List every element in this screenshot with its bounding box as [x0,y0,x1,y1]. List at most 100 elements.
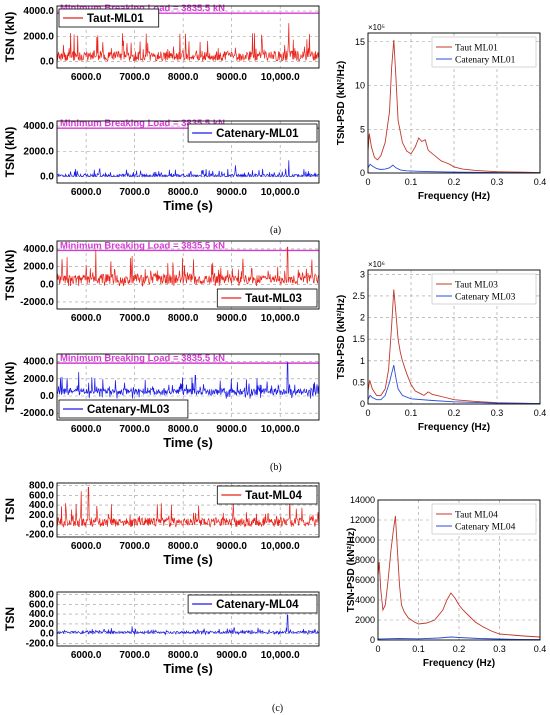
legend-label: Taut-ML03 [245,293,302,305]
x-tick-label: 6000.0 [71,313,102,324]
y-axis-label: TSN (kN) [3,127,17,178]
y-tick-label: 0.0 [40,520,54,531]
a-taut-ts-panel: Minimum Breaking Load = 3835.5 kN0.02000… [3,3,320,83]
c-psd-panel: 0 2000 4000 6000 8000 10000 12000 14000 0 0.1 0.2 0… [346,495,546,669]
x-tick-label: 10,000.0 [261,424,300,435]
x-axis-label: Frequency (Hz) [418,191,490,202]
y-tick-label: 12000 [350,515,375,525]
y-axis-label: TSN-PSD (kN²/Hz) [336,295,347,379]
x-axis-label: Time (s) [163,661,213,676]
y-axis-label: TSN (kN) [3,12,17,63]
plot-frame [56,240,320,310]
legend: Catenary-ML03 [58,399,189,419]
legend-label: Taut-ML04 [245,490,302,502]
y-tick-label: 2000.0 [23,146,54,157]
x-axis-label: Time (s) [163,435,213,450]
y-tick-label: -2000.0 [20,408,54,419]
legend-box [216,288,318,308]
y-tick-label: 4000.0 [23,121,54,132]
x-tick-label: 0 [365,177,370,187]
plot-frame [367,32,541,174]
x-tick-label: 7000.0 [119,424,150,435]
legend: Taut-ML03 [216,288,318,308]
y-tick-label: -200.0 [26,639,55,650]
x-axis-label: Frequency (Hz) [418,422,490,433]
legend-label: Taut ML04 [455,511,498,521]
a-catenary-ts-panel: Minimum Breaking Load = 3835.5 kN 0.0 2000… [3,118,320,213]
y-tick-label: 0.5 [352,377,365,387]
x-tick-label: 7000.0 [119,541,150,552]
x-tick-label: 0.2 [448,408,461,418]
b-catenary-ts-panel: Minimum Breaking Load = 3835.5 kN -2000.0… [3,353,320,450]
x-tick-label: 8000.0 [168,313,199,324]
x-tick-label: 9000.0 [216,650,247,661]
y-tick-label: 2000 [355,615,375,625]
y-tick-label: 2 [360,313,365,323]
y-exponent-label: ×10⁶ [368,260,385,269]
x-tick-label: 7000.0 [119,187,150,198]
y-tick-label: 400.0 [29,500,54,511]
x-tick-label: 0.2 [448,177,461,187]
mbl-label: Minimum Breaking Load = 3835.5 kN [60,240,225,251]
y-tick-label: 1.5 [352,334,365,344]
y-tick-label: 0.0 [40,172,54,183]
a-psd-panel: 0 5 10 15 0 0.1 0.2 0.3 0.4 TSN-PSD (kN²/Hz) Frequ… [336,23,546,202]
x-tick-label: 7000.0 [119,72,150,83]
legend-label: Catenary ML04 [455,523,516,533]
y-tick-label: 0.0 [40,279,54,290]
y-tick-label: 2000.0 [23,374,54,385]
y-tick-label: 6000 [355,575,375,585]
x-tick-label: 8000.0 [168,424,199,435]
y-exponent-label: ×10⁵ [368,23,385,32]
legend: Catenary-ML04 [187,594,318,614]
x-tick-label: 10,000.0 [261,72,300,83]
y-axis-label: TSN [3,607,17,631]
legend-label: Taut-ML01 [87,13,144,25]
y-tick-label: 600.0 [29,490,54,501]
mbl-label: Minimum Breaking Load = 3835.5 kN [60,118,225,129]
y-tick-label: -200.0 [26,530,55,541]
y-tick-label: 0.0 [40,391,54,402]
y-tick-label: 8000 [355,555,375,565]
x-axis-label: Frequency (Hz) [423,658,495,669]
b-taut-ts-panel: Minimum Breaking Load = 3835.5 kN -2000.0… [3,240,320,324]
plot-frame [56,353,320,421]
x-tick-label: 0.3 [491,408,504,418]
x-tick-label: 9000.0 [216,187,247,198]
y-tick-label: 3 [360,269,365,279]
x-tick-label: 8000.0 [168,187,199,198]
y-tick-label: 4000.0 [23,6,54,17]
legend: Taut ML01 Catenary ML01 [431,36,537,68]
x-tick-label: 0.1 [405,177,418,187]
legend: Taut ML04 Catenary ML04 [431,503,537,535]
y-tick-label: 0 [360,399,365,409]
caption-c: (c) [272,703,283,714]
y-tick-label: 5 [360,124,365,134]
legend-label: Taut ML01 [455,44,498,54]
y-tick-label: 0 [360,168,365,178]
legend: Taut ML03 Catenary ML03 [431,273,537,305]
legend-box [431,36,537,68]
legend-box [216,485,318,505]
y-tick-label: 0.0 [40,57,54,68]
legend-box [431,273,537,305]
y-tick-label: 400.0 [29,609,54,620]
y-tick-label: 10000 [350,535,375,545]
series-line-taut-ml01 [368,39,540,173]
x-tick-label: 0.3 [493,644,506,654]
x-tick-label: 10,000.0 [261,650,300,661]
series-line-taut-ml04 [378,515,540,638]
x-tick-label: 8000.0 [168,541,199,552]
y-tick-label: 2000.0 [23,31,54,42]
x-tick-label: 0 [365,408,370,418]
x-tick-label: 7000.0 [119,313,150,324]
x-tick-label: 6000.0 [71,424,102,435]
y-axis-label: TSN [3,498,17,522]
caption-b: (b) [270,462,282,473]
y-tick-label: 4000 [355,595,375,605]
x-tick-label: 0.3 [491,177,504,187]
legend-label: Taut ML03 [455,281,498,291]
